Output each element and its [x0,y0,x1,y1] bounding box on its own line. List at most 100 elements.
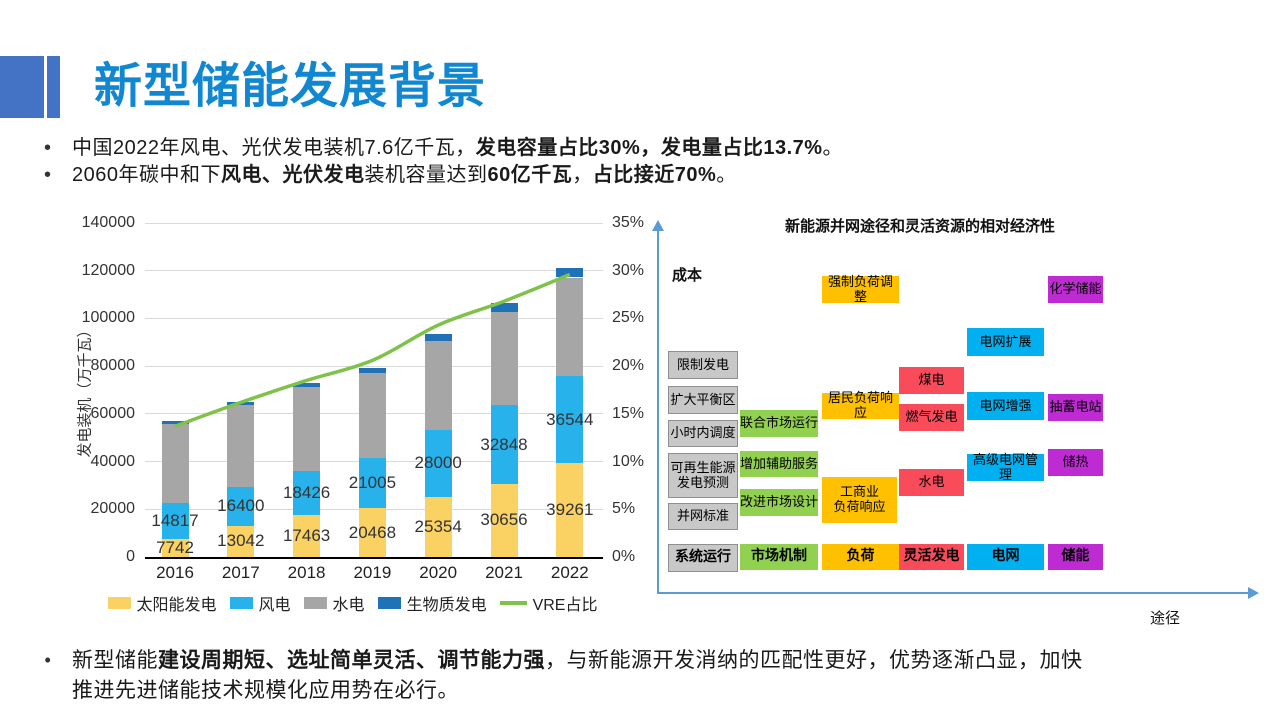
data-label: 14817 [151,510,199,530]
bar-segment-3 [227,405,255,487]
bar-segment-1 [227,525,255,557]
data-label: 36544 [546,409,594,429]
y-right-tick-label: 20% [612,357,645,375]
x-tick-label: 2019 [353,563,392,582]
bullet-text-segment: 发电容量占比30%，发电量占比13.7% [475,137,823,159]
data-label: 30656 [480,510,528,530]
diagram-box: 电网 [967,544,1044,570]
bullet-dot: • [44,648,52,672]
bar-segment-4 [293,383,321,388]
bar-segment-1 [424,496,452,557]
diagram-box: 储热 [1048,449,1103,476]
diagram-path-axis-label: 途径 [1150,611,1181,627]
data-label: 13042 [217,531,265,551]
diagram-y-axis-line [657,230,659,592]
legend-swatch [229,597,253,609]
bullet-top-1: • 中国2022年风电、光伏发电装机7.6亿千瓦，发电容量占比30%，发电量占比1… [44,135,843,162]
diagram-cost-axis-label: 成本 [672,268,703,284]
diagram-box: 增加辅助服务 [740,451,818,477]
bar-segment-4 [490,303,518,313]
x-tick-label: 2018 [287,563,326,582]
chart-gridline [145,365,603,367]
legend-item: VRE占比 [499,591,598,615]
data-label: 20468 [348,522,397,542]
legend-label: 生物质发电 [406,597,487,614]
diagram-y-axis-arrow-icon [652,220,664,231]
data-label: 32848 [480,434,528,454]
legend-item: 生物质发电 [377,591,487,615]
page-title: 新型储能发展背景 [94,60,487,113]
y-left-tick-label: 60000 [90,404,136,422]
bar-segment-2 [161,503,189,539]
bullet-text-segment: ， [572,164,593,186]
bullet-text-segment: 建设周期短、选址简单灵活、调节能力强 [158,649,545,672]
bar-segment-2 [358,458,386,509]
diagram-box: 并网标准 [668,503,738,530]
bar-segment-3 [424,341,452,430]
data-label: 21005 [348,473,397,493]
bullet-text-segment: 装机容量达到 [364,164,488,186]
diagram-box: 限制发电 [668,351,738,379]
x-tick-label: 2016 [156,563,194,582]
legend-swatch [377,597,401,609]
bullet-bottom-line-2: 推进先进储能技术规模化应用势在必行。 [72,678,459,702]
bullet-text-segment: 占比接近70% [592,164,717,186]
x-tick-label: 2017 [221,563,260,582]
diagram-box: 小时内调度 [668,420,738,447]
bar-segment-4 [358,367,386,374]
data-label: 16400 [217,496,265,516]
legend-item: 水电 [303,591,365,615]
bullet-text-segment: 。 [716,164,737,186]
bar-segment-3 [293,387,321,472]
y-left-tick-label: 20000 [90,500,136,518]
y-left-tick-label: 80000 [90,357,136,375]
y-right-tick-label: 35% [612,214,645,231]
legend-item: 太阳能发电 [107,591,217,615]
bullet-text-segment: 风电、光伏发电 [221,164,365,186]
header-accent-bar [47,56,60,118]
diagram-box: 负荷 [822,544,899,570]
legend-label: 水电 [332,597,365,614]
bullet-text-segment: ，与新能源开发消纳的匹配性更好，优势逐渐凸显，加快 [545,648,1083,672]
bullet-top-2: • 2060年碳中和下风电、光伏发电装机容量达到60亿千瓦，占比接近70%。 [44,162,737,189]
y-right-tick-label: 10% [612,452,645,470]
diagram-box: 灵活发电 [899,544,964,570]
legend-swatch [303,597,327,609]
y-right-tick-label: 0% [612,548,636,565]
x-tick-label: 2022 [550,563,589,582]
data-label: 7742 [156,537,194,557]
y-left-tick-label: 0 [126,548,135,565]
bullet-text-segment: 。 [822,137,844,159]
diagram-box: 煤电 [899,367,964,394]
diagram-box: 电网增强 [967,392,1044,420]
y-left-tick-label: 140000 [81,214,135,231]
legend-line-swatch [499,601,527,605]
chart-gridline [145,317,603,319]
data-label: 17463 [282,526,331,546]
y-left-tick-label: 100000 [81,309,135,327]
legend-swatch [107,597,131,609]
diagram-box: 居民负荷响应 [822,390,899,420]
legend-label: 风电 [258,597,291,614]
bar-segment-3 [161,423,189,504]
bar-segment-4 [227,401,255,406]
legend-label: VRE占比 [532,597,598,614]
diagram-box: 燃气发电 [899,404,964,431]
data-label: 28000 [414,453,462,473]
bar-segment-2 [293,471,321,516]
x-tick-label: 2020 [419,563,458,582]
bullet-dot: • [44,164,52,186]
y-right-tick-label: 25% [612,309,645,327]
bar-segment-1 [556,463,584,557]
legend-item: 风电 [229,591,291,615]
chart-gridline [145,270,603,272]
bullet-text-segment: 中国2022年风电、光伏发电装机7.6亿千瓦， [72,137,476,159]
bar-segment-1 [358,508,386,557]
x-tick-label: 2021 [485,563,523,582]
diagram-box: 水电 [899,469,964,496]
bar-segment-1 [293,515,321,557]
diagram-box: 联合市场运行 [740,410,818,437]
y-right-tick-label: 30% [612,261,645,279]
bullet-text-segment: 2060年碳中和下 [72,164,221,186]
